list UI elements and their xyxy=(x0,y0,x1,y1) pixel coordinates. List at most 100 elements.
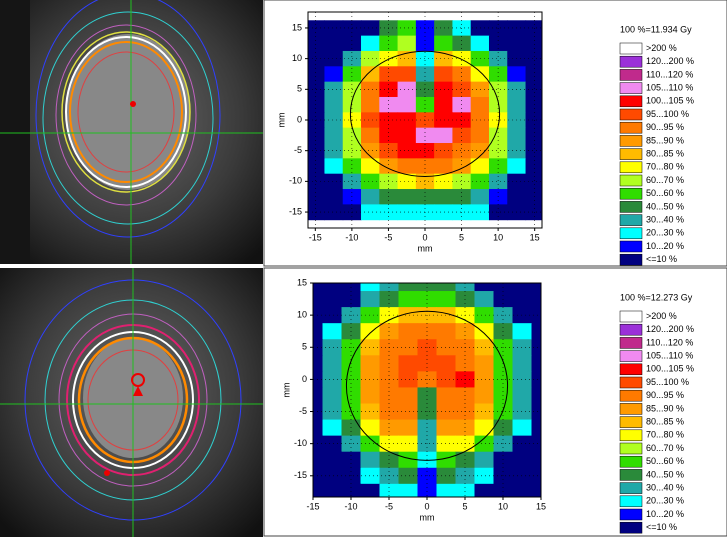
legend-swatch xyxy=(619,442,643,455)
dose-cell xyxy=(531,467,541,485)
legend-label: 80...85 % xyxy=(646,416,684,426)
dose-cell xyxy=(397,112,417,129)
dose-cell xyxy=(397,158,417,175)
legend-label: 50...60 % xyxy=(646,188,684,198)
heatmap xyxy=(313,283,541,497)
dose-cell xyxy=(512,307,532,324)
dose-cell xyxy=(324,96,344,113)
y-tick-label: -15 xyxy=(289,206,302,216)
y-tick-label: -10 xyxy=(294,438,307,448)
dose-cell xyxy=(436,323,456,340)
y-tick-label: 10 xyxy=(292,53,302,63)
dose-cell xyxy=(398,323,418,340)
legend-title: 100 %=11.934 Gy xyxy=(620,24,692,34)
dose-cell xyxy=(397,81,417,98)
dose-cell xyxy=(379,35,399,52)
dose-cell xyxy=(474,339,494,356)
dose-cell xyxy=(415,127,435,144)
dose-cell xyxy=(322,387,342,404)
dose-cell xyxy=(360,291,380,308)
x-tick-label: 15 xyxy=(536,501,546,511)
dose-cell xyxy=(474,419,494,437)
dose-cell xyxy=(324,50,344,67)
dose-cell xyxy=(417,467,437,485)
legend-swatch xyxy=(619,521,643,534)
dose-cell xyxy=(415,81,435,98)
dose-cell xyxy=(436,467,456,485)
dose-cell xyxy=(342,35,362,52)
legend-label: 85...90 % xyxy=(646,403,684,413)
dose-cell xyxy=(415,173,435,190)
x-axis-label: mm xyxy=(418,243,433,253)
dose-cell xyxy=(434,173,453,190)
dose-cell xyxy=(525,158,542,175)
dose-cell xyxy=(379,127,399,144)
dose-cell xyxy=(436,435,456,453)
dose-cell xyxy=(525,81,542,98)
dose-cell xyxy=(512,467,532,485)
dose-cell xyxy=(470,96,490,113)
dose-cell xyxy=(313,387,323,404)
dose-cell xyxy=(512,371,532,388)
x-axis-label: mm xyxy=(420,512,435,522)
legend-title: 100 %=12.273 Gy xyxy=(620,292,693,302)
dose-cell xyxy=(360,355,380,372)
dose-cell xyxy=(434,50,453,67)
y-axis-label: mm xyxy=(281,383,291,398)
legend-swatch xyxy=(619,214,643,226)
dose-cell xyxy=(398,307,418,324)
legend-swatch xyxy=(619,508,643,521)
dose-cell xyxy=(415,35,435,52)
dose-cell xyxy=(474,467,494,485)
dose-cell xyxy=(525,66,542,83)
dose-cell xyxy=(436,307,456,324)
dose-cell xyxy=(474,435,494,453)
dose-cell xyxy=(436,387,456,404)
dose-cell xyxy=(397,204,417,221)
legend-swatch xyxy=(619,187,643,200)
dose-cell xyxy=(322,339,342,356)
dose-cell xyxy=(398,435,418,453)
ct-image-top xyxy=(0,0,263,264)
legend-swatch xyxy=(619,389,643,402)
x-tick-label: -15 xyxy=(306,501,319,511)
dose-cell xyxy=(531,371,541,388)
legend-label: 50...60 % xyxy=(646,456,684,466)
dose-cell xyxy=(507,189,527,205)
x-tick-label: -10 xyxy=(344,501,357,511)
plot-frame xyxy=(307,11,543,229)
dose-cell xyxy=(488,50,508,67)
legend-label: 95...100 % xyxy=(646,377,689,387)
dose-cell xyxy=(360,467,380,485)
dose-cell xyxy=(470,35,490,52)
dose-cell xyxy=(507,96,527,113)
dose-cell xyxy=(452,173,472,190)
dose-cell xyxy=(525,96,542,113)
legend-swatch xyxy=(619,455,643,468)
dose-cell xyxy=(308,127,325,144)
dose-cell xyxy=(507,158,527,175)
panel-frame xyxy=(263,0,727,267)
dose-cell xyxy=(361,35,380,52)
dose-cell xyxy=(436,355,456,372)
dose-cell xyxy=(361,127,380,144)
dose-cell xyxy=(313,355,323,372)
dose-cell xyxy=(324,112,344,129)
dose-cell xyxy=(531,435,541,453)
dose-cell xyxy=(360,483,380,497)
dose-cell xyxy=(308,66,325,83)
dose-cell xyxy=(324,158,344,175)
dose-cell xyxy=(434,189,453,205)
dose-cell xyxy=(512,403,532,421)
dose-cell xyxy=(398,419,418,437)
dose-cell xyxy=(525,173,542,190)
legend-label: 120...200 % xyxy=(646,324,694,334)
dose-cell xyxy=(397,173,417,190)
legend-label: 100...105 % xyxy=(646,96,694,106)
dose-cell xyxy=(493,483,513,497)
dose-cell xyxy=(531,323,541,340)
dose-cell xyxy=(379,483,399,497)
dose-cell xyxy=(415,158,435,175)
